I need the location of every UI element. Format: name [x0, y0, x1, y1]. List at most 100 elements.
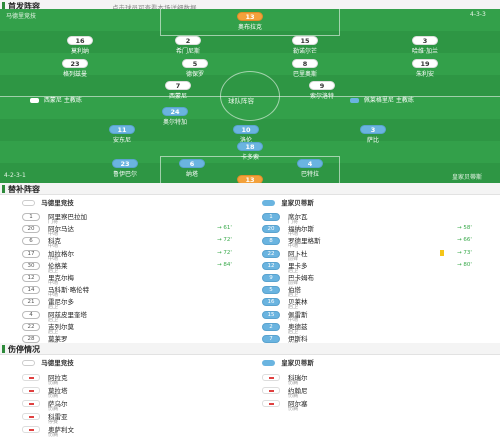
injury-reason: 伤病	[48, 406, 59, 412]
player-name: 莫利纳	[70, 48, 89, 55]
player-home-keeper[interactable]: 13 奥布拉克	[215, 12, 285, 31]
injury-row: 奥萨利文 伤病	[22, 424, 252, 438]
player-home[interactable]: 8 巴里奥斯	[270, 59, 340, 78]
injury-cross-icon	[262, 400, 280, 407]
player-position: 中场	[48, 255, 59, 262]
away-team-tag: 皇家贝蒂斯	[452, 174, 483, 181]
shirt-number: 16	[262, 298, 280, 307]
section-accent-bar	[2, 345, 5, 353]
shirt-number: 17	[22, 249, 40, 258]
player-name: 里克尔梅	[48, 274, 74, 282]
sub-in-arrow-icon: →	[217, 237, 224, 244]
player-away-keeper[interactable]: 13	[215, 175, 285, 183]
sub-player-row[interactable]: 12 里克尔梅 中场	[22, 272, 252, 286]
injuries-home-header: 马德里竞技	[22, 357, 74, 367]
shirt-number: 12	[22, 274, 40, 282]
injury-row: 阿拉克 伤病	[22, 372, 252, 386]
center-circle	[220, 71, 280, 121]
injury-cross-icon	[22, 426, 40, 433]
shirt-number: 18	[237, 142, 263, 151]
subs-away-header: 皇家贝蒂斯	[262, 197, 314, 207]
sub-player-row[interactable]: 20 阿尔马达 中场 → 61'	[22, 223, 252, 237]
sub-minute: 72'	[223, 249, 232, 256]
player-name: 德保罗	[185, 71, 204, 78]
player-home[interactable]: 7 西蒙尼	[143, 81, 213, 100]
shirt-number: 1	[22, 213, 40, 221]
sub-player-row[interactable]: 4 阿兹皮里奎塔 后卫	[22, 309, 252, 323]
player-name: 奥德兹	[288, 322, 308, 331]
player-home[interactable]: 23 格列兹曼	[40, 59, 110, 78]
shirt-number: 28	[22, 335, 40, 343]
player-home[interactable]: 15 勒诺尔芒	[270, 36, 340, 55]
sub-player-row[interactable]: 20 福纳尔斯 中场 → 58'	[262, 223, 492, 237]
sub-player-row[interactable]: 1 席尔瓦 门将	[262, 211, 492, 225]
sub-on-event: → 72'	[217, 250, 232, 256]
player-name: 巴特拉	[300, 171, 319, 178]
sub-player-row[interactable]: 1 阿里察巴拉加 门将	[22, 211, 252, 225]
sub-in-arrow-icon: →	[457, 237, 464, 244]
player-home[interactable]: 9 索尔洛特	[287, 81, 357, 100]
player-name: 贝莱林	[288, 298, 308, 307]
shirt-number: 22	[22, 322, 40, 331]
player-position: 前锋	[288, 255, 299, 262]
injuries-away-header: 皇家贝蒂斯	[262, 357, 314, 367]
player-name: 席尔瓦	[288, 213, 308, 221]
sub-player-row[interactable]: 16 贝莱林 后卫	[262, 296, 492, 310]
subs-home-header: 马德里竞技	[22, 197, 74, 207]
player-away[interactable]: 4 巴特拉	[275, 159, 345, 178]
sub-player-row[interactable]: 6 科克 中场 → 72'	[22, 235, 252, 250]
player-home[interactable]: 3 哈维·加兰	[390, 36, 460, 55]
sub-player-row[interactable]: 14 马科斯·略伦特 中场	[22, 284, 252, 298]
player-home[interactable]: 19 朱利安	[390, 59, 460, 78]
sub-player-row[interactable]: 8 罗德里格斯 中场 → 66'	[262, 235, 492, 250]
player-name: 福纳尔斯	[288, 225, 314, 234]
sub-in-arrow-icon: →	[457, 261, 464, 268]
sub-player-row[interactable]: 22 吉列尔莫 后卫	[22, 321, 252, 335]
sub-player-row[interactable]: 30 伦格莱 后卫 → 84'	[22, 260, 252, 274]
sub-minute: 66'	[463, 237, 472, 244]
player-home[interactable]: 16 莫利纳	[45, 36, 115, 55]
player-name: 阿尔塞	[288, 400, 308, 408]
sub-on-event: → 58'	[457, 225, 472, 231]
injury-row: 科瑞尔 伤病	[262, 372, 492, 386]
sub-player-row[interactable]: 22 阿卜杜 前锋 → 73'	[262, 248, 492, 262]
player-away[interactable]: 6 纳塔	[157, 159, 227, 178]
injuries-away-team-name: 皇家贝蒂斯	[281, 359, 314, 367]
player-name: 莫莱罗	[48, 335, 68, 343]
sub-player-row[interactable]: 21 雷尼尔多 后卫	[22, 296, 252, 310]
player-away[interactable]: 18 卡多索	[215, 142, 285, 161]
player-name: 加拉格尔	[48, 249, 74, 258]
sub-player-row[interactable]: 2 奥德兹 后卫	[262, 321, 492, 335]
sub-player-row[interactable]: 9 巴卡姆布 前锋	[262, 272, 492, 286]
shirt-number: 12	[262, 261, 280, 270]
injury-reason: 停赛	[48, 419, 59, 425]
player-home[interactable]: 2 希门尼斯	[153, 36, 223, 55]
shirt-number: 9	[262, 274, 280, 282]
injury-row: 科雷亚 停赛	[22, 411, 252, 425]
sub-minute: 58'	[463, 225, 472, 232]
sub-player-row[interactable]: 17 加拉格尔 中场 → 72'	[22, 248, 252, 262]
injury-reason: 伤病	[288, 393, 299, 399]
player-away[interactable]: 11 安东尼	[87, 125, 157, 144]
player-position: 中场	[48, 243, 59, 250]
player-home[interactable]: 5 德保罗	[160, 59, 230, 78]
shirt-number: 5	[262, 286, 280, 295]
player-away[interactable]: 24 奥尔特加	[140, 107, 210, 126]
player-name: 巴卡姆布	[288, 274, 314, 282]
sub-player-row[interactable]: 5 伯塔 后卫	[262, 284, 492, 298]
player-away[interactable]: 10 洛伦	[211, 125, 281, 144]
home-coach-icon	[30, 98, 39, 103]
sub-player-row[interactable]: 12 里卡多 后卫 → 80'	[262, 260, 492, 274]
home-team-tag: 马德里竞技	[6, 13, 37, 20]
sub-minute: 72'	[223, 237, 232, 244]
player-away[interactable]: 23 鲁伊巴尔	[90, 159, 160, 178]
player-position: 中场	[288, 243, 299, 250]
sub-player-row[interactable]: 15 佩雷斯 中场	[262, 309, 492, 323]
player-name: 科克	[48, 237, 61, 246]
shirt-number: 15	[262, 310, 280, 319]
shirt-number: 5	[182, 59, 208, 68]
home-formation: 4-3-3	[470, 11, 486, 18]
player-away[interactable]: 3 萨比	[338, 125, 408, 144]
sub-minute: 61'	[223, 225, 232, 232]
sub-minute: 73'	[463, 249, 472, 256]
